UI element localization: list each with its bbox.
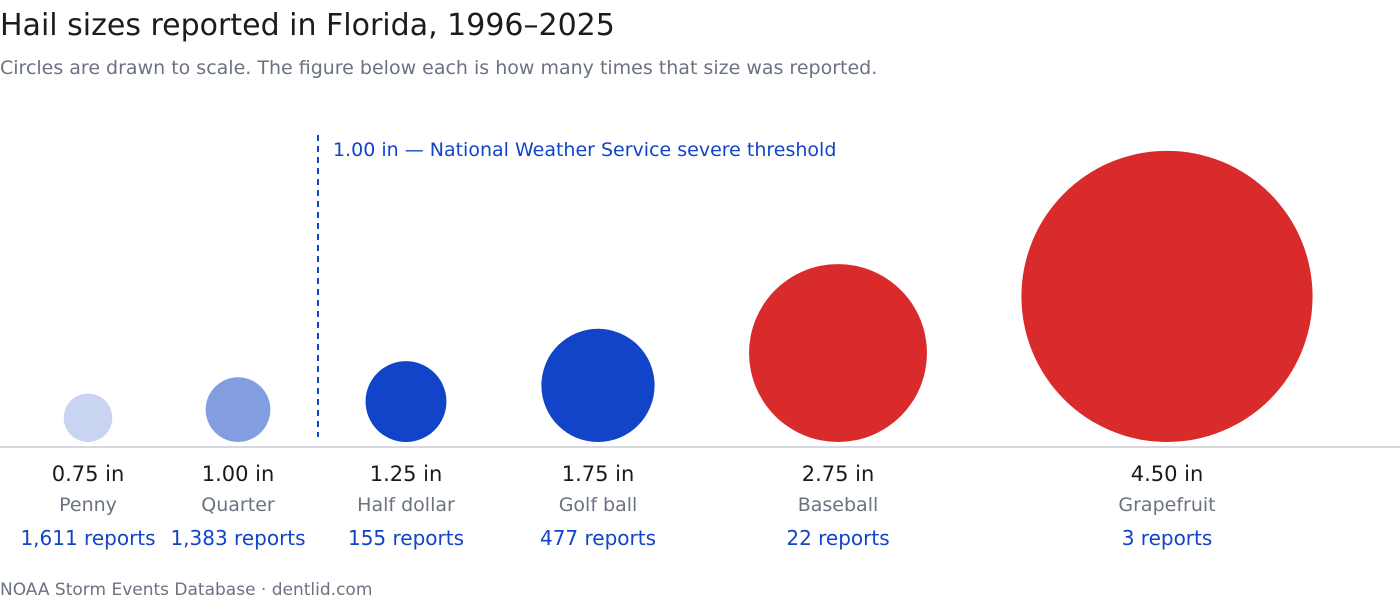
source-footer: NOAA Storm Events Database · dentlid.com — [0, 580, 373, 600]
size-label: 2.75 in — [802, 462, 875, 486]
hail-circle — [541, 328, 655, 443]
reports-count-label: 1,383 reports — [170, 526, 305, 550]
reports-count-label: 477 reports — [540, 526, 656, 550]
reports-count-label: 155 reports — [348, 526, 464, 550]
reports-count-label: 3 reports — [1122, 526, 1213, 550]
object-name-label: Baseball — [798, 494, 879, 516]
threshold-label: 1.00 in — National Weather Service sever… — [333, 139, 836, 161]
size-label: 1.25 in — [370, 462, 443, 486]
chart-subtitle: Circles are drawn to scale. The figure b… — [0, 57, 878, 79]
reports-count-label: 1,611 reports — [20, 526, 155, 550]
object-name-label: Half dollar — [357, 494, 455, 516]
hail-circle — [749, 264, 927, 442]
hail-items: 0.75 in Penny 1,611 reports 1.00 in Quarter 1… — [20, 150, 1313, 550]
hail-circle — [63, 393, 113, 442]
hail-circle — [205, 377, 271, 442]
hail-circle — [365, 361, 447, 442]
object-name-label: Quarter — [201, 494, 275, 516]
object-name-label: Penny — [59, 494, 117, 516]
reports-count-label: 22 reports — [786, 526, 889, 550]
size-label: 1.75 in — [562, 462, 635, 486]
size-label: 1.00 in — [202, 462, 275, 486]
size-label: 0.75 in — [52, 462, 125, 486]
chart-title: Hail sizes reported in Florida, 1996–202… — [0, 8, 615, 43]
hail-circle — [1021, 150, 1313, 443]
object-name-label: Grapefruit — [1118, 494, 1215, 516]
object-name-label: Golf ball — [559, 494, 638, 516]
size-label: 4.50 in — [1131, 462, 1204, 486]
